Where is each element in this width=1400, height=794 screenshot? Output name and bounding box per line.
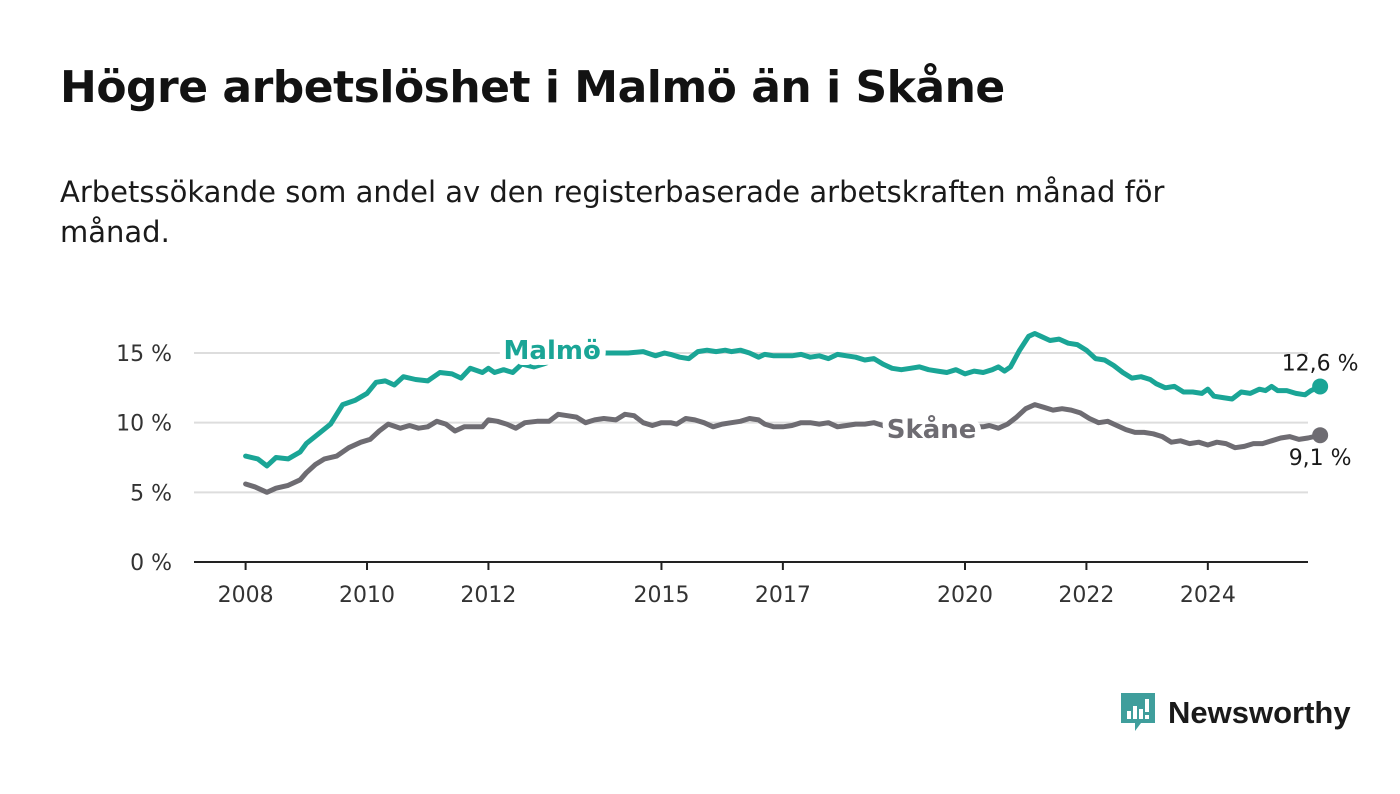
gridlines: [194, 352, 1308, 563]
series-lines: [243, 331, 1329, 495]
x-tick-label: 2012: [460, 583, 516, 608]
series-label-skane: Skåne: [887, 413, 977, 445]
end-label-skane: 9,1 %: [1289, 446, 1352, 471]
series-line-skane: [243, 402, 1323, 495]
x-tick-label: 2015: [633, 583, 689, 608]
end-point-skane: [1312, 427, 1329, 444]
x-tick-label: 2017: [755, 583, 811, 608]
x-tick-label: 2010: [339, 583, 395, 608]
end-point-malmo: [1312, 378, 1329, 395]
series-line-malmo: [243, 331, 1323, 469]
y-tick-label: 5 %: [130, 481, 172, 506]
y-axis-ticks: 0 % 5 % 10 % 15 %: [116, 342, 172, 576]
x-tick-label: 2022: [1058, 583, 1114, 608]
chart-subtitle: Arbetssökande som andel av den registerb…: [60, 175, 1165, 249]
y-tick-label: 10 %: [116, 412, 172, 437]
series-labels: Malmö Skåne 12,6 % 9,1 %: [498, 330, 1359, 471]
chart-title: Högre arbetslöshet i Malmö än i Skåne: [60, 62, 1005, 113]
end-label-malmo: 12,6 %: [1282, 351, 1359, 376]
x-tick-label: 2024: [1180, 583, 1236, 608]
x-tick-label: 2020: [937, 583, 993, 608]
series-label-malmo: Malmö: [504, 336, 601, 366]
y-tick-label: 0 %: [130, 551, 172, 576]
x-tick-label: 2008: [218, 583, 274, 608]
brand-name: Newsworthy: [1168, 695, 1351, 730]
newsworthy-brand[interactable]: Newsworthy: [1118, 690, 1351, 736]
newsworthy-logo-icon: [1121, 693, 1155, 731]
x-axis-ticks: 2008 2010 2012 2015 2017 2020 2022 2024: [218, 562, 1236, 608]
y-tick-label: 15 %: [116, 342, 172, 367]
